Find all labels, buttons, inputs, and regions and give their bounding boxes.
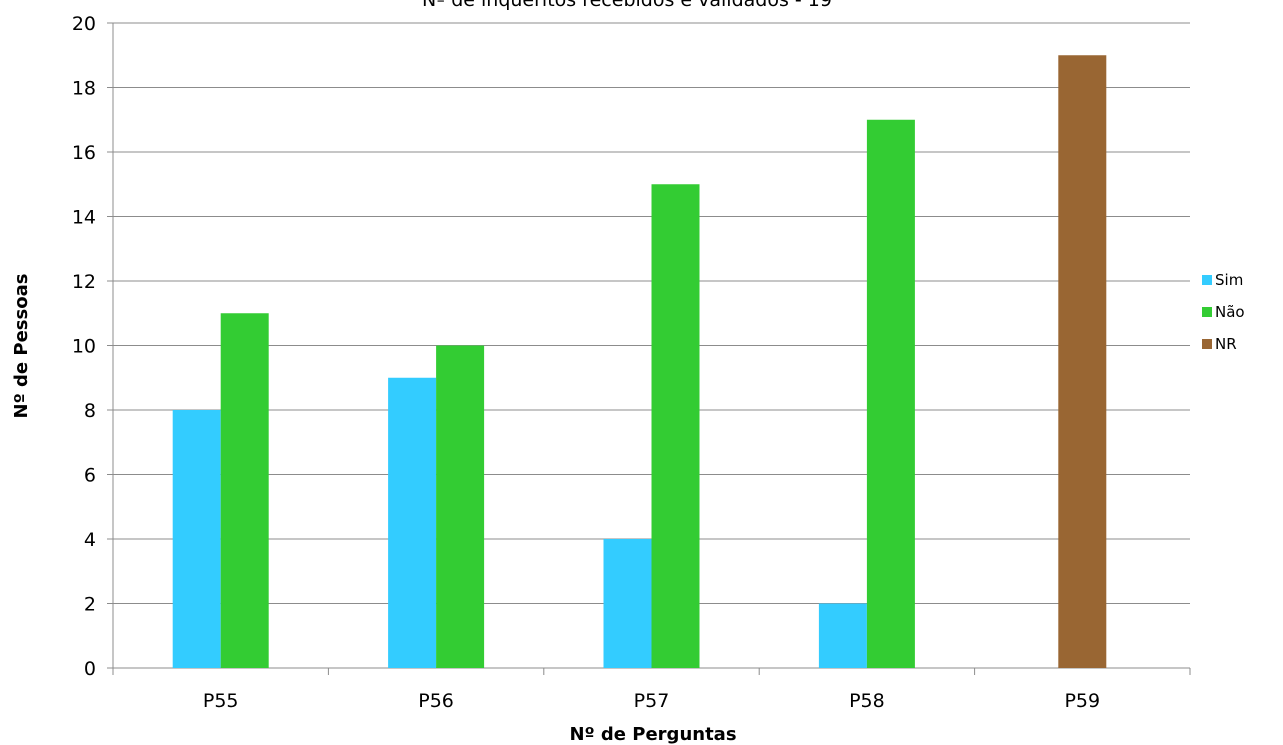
bars — [172, 55, 1107, 668]
chart-title: Nº de inquéritos recebidos e validados -… — [422, 0, 832, 11]
y-tick-label: 8 — [84, 400, 96, 422]
x-tick-label: P57 — [634, 690, 670, 712]
y-tick-label: 16 — [72, 142, 96, 164]
bar-nr-p59 — [1058, 55, 1107, 668]
bar-n-o-p55 — [220, 313, 269, 668]
y-tick-label: 0 — [84, 658, 96, 680]
x-tick-label: P58 — [849, 690, 885, 712]
x-tick-labels: P55 P56 P57 P58 P59 — [203, 690, 1100, 712]
y-tick-label: 6 — [84, 465, 96, 487]
legend: Sim Não NR — [1202, 271, 1245, 353]
y-tick-label: 20 — [72, 13, 96, 35]
bar-sim-p57 — [603, 539, 652, 668]
legend-swatch — [1202, 307, 1212, 317]
bar-n-o-p56 — [436, 345, 485, 668]
legend-item-nr: NR — [1202, 335, 1237, 353]
x-tick-label: P56 — [418, 690, 454, 712]
legend-label: NR — [1215, 335, 1237, 353]
y-tick-label: 14 — [72, 207, 96, 229]
y-tick-labels: 0 2 4 6 8 10 12 14 16 18 20 — [72, 13, 96, 680]
bar-n-o-p58 — [866, 119, 915, 668]
x-axis-title: Nº de Perguntas — [569, 724, 736, 745]
x-tick-label: P55 — [203, 690, 239, 712]
y-tick-label: 2 — [84, 594, 96, 616]
y-tick-label: 10 — [72, 336, 96, 358]
bar-sim-p58 — [818, 603, 867, 668]
legend-swatch — [1202, 275, 1212, 285]
x-tick-label: P59 — [1064, 690, 1100, 712]
y-tick-label: 12 — [72, 271, 96, 293]
y-tick-label: 4 — [84, 529, 96, 551]
legend-label: Não — [1215, 303, 1245, 321]
legend-label: Sim — [1215, 271, 1243, 289]
legend-swatch — [1202, 339, 1212, 349]
legend-item-n-o: Não — [1202, 303, 1245, 321]
legend-item-sim: Sim — [1202, 271, 1243, 289]
bar-n-o-p57 — [651, 184, 700, 668]
y-axis-title: Nº de Pessoas — [11, 274, 32, 419]
y-tick-label: 18 — [72, 78, 96, 100]
bar-sim-p55 — [172, 410, 221, 668]
bar-sim-p56 — [388, 377, 437, 668]
